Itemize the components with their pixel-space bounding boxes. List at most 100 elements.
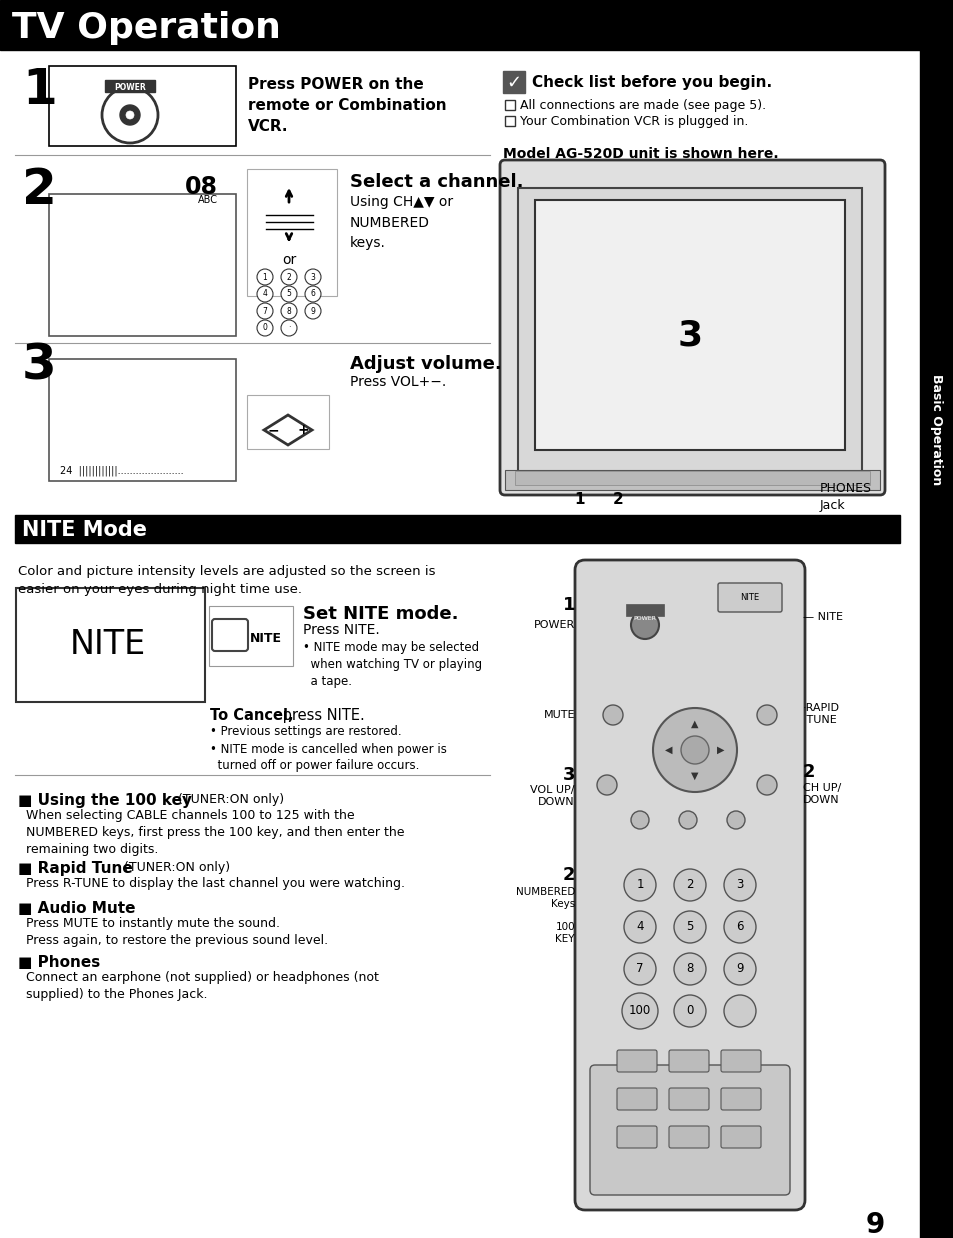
Text: PHONES
Jack: PHONES Jack [820, 483, 871, 511]
FancyBboxPatch shape [617, 1127, 657, 1148]
Circle shape [621, 993, 658, 1029]
FancyBboxPatch shape [720, 1050, 760, 1072]
Bar [515, 470, 869, 485]
Circle shape [757, 704, 776, 725]
Text: Check list before you begin.: Check list before you begin. [532, 76, 771, 90]
Text: Connect an earphone (not supplied) or headphones (not
supplied) to the Phones Ja: Connect an earphone (not supplied) or he… [26, 971, 378, 1002]
Bar [502, 71, 524, 93]
Text: or: or [281, 253, 295, 267]
FancyBboxPatch shape [499, 160, 884, 495]
Bar [15, 515, 899, 543]
Text: Basic Operation: Basic Operation [929, 374, 943, 485]
Text: 7: 7 [262, 307, 267, 316]
Circle shape [680, 737, 708, 764]
Text: 1: 1 [562, 595, 575, 614]
Text: TV Operation: TV Operation [12, 11, 280, 45]
Text: ■ Rapid Tune: ■ Rapid Tune [18, 860, 132, 877]
Text: 7: 7 [636, 962, 643, 976]
Circle shape [602, 704, 622, 725]
Text: 9: 9 [864, 1211, 883, 1238]
Circle shape [673, 869, 705, 901]
FancyBboxPatch shape [668, 1127, 708, 1148]
Text: 8: 8 [685, 962, 693, 976]
FancyBboxPatch shape [617, 1088, 657, 1110]
Text: press NITE.: press NITE. [277, 708, 364, 723]
Circle shape [305, 286, 320, 302]
Circle shape [256, 303, 273, 319]
Text: Keys: Keys [550, 899, 575, 909]
Circle shape [281, 303, 296, 319]
Text: TUNE: TUNE [802, 716, 836, 725]
Circle shape [679, 811, 697, 829]
Circle shape [102, 87, 158, 144]
Text: 08: 08 [185, 175, 218, 199]
Bar [105, 80, 154, 92]
Text: Using CH▲▼ or
NUMBERED
keys.: Using CH▲▼ or NUMBERED keys. [350, 196, 453, 250]
Text: 100: 100 [628, 1004, 651, 1018]
Text: DOWN: DOWN [537, 797, 575, 807]
Text: Select a channel.: Select a channel. [350, 173, 523, 191]
Text: KEY: KEY [555, 933, 575, 945]
Circle shape [623, 911, 656, 943]
FancyBboxPatch shape [49, 359, 235, 482]
Bar [504, 470, 879, 490]
FancyBboxPatch shape [212, 619, 248, 651]
Circle shape [623, 869, 656, 901]
Text: NITE: NITE [740, 593, 759, 603]
Text: Press NITE.: Press NITE. [303, 623, 379, 638]
Text: 24  ||||||||||||......................: 24 ||||||||||||...................... [60, 465, 183, 475]
Bar [535, 201, 844, 449]
Text: 5: 5 [685, 921, 693, 933]
Circle shape [673, 911, 705, 943]
Text: NITE: NITE [70, 629, 146, 661]
Circle shape [126, 111, 133, 119]
Circle shape [305, 303, 320, 319]
Text: POWER: POWER [633, 617, 656, 621]
Text: 2: 2 [286, 272, 291, 281]
Text: Press POWER on the
remote or Combination
VCR.: Press POWER on the remote or Combination… [248, 77, 446, 134]
Text: 0: 0 [685, 1004, 693, 1018]
Text: To Cancel,: To Cancel, [210, 708, 294, 723]
Circle shape [256, 319, 273, 335]
FancyBboxPatch shape [668, 1088, 708, 1110]
Text: +: + [297, 423, 309, 437]
Text: 1: 1 [262, 272, 267, 281]
Text: 2: 2 [562, 867, 575, 884]
Text: When selecting CABLE channels 100 to 125 with the
NUMBERED keys, first press the: When selecting CABLE channels 100 to 125… [26, 808, 404, 855]
Bar [0, 0, 953, 50]
Bar [919, 50, 953, 1238]
Text: ▶: ▶ [717, 745, 724, 755]
Text: • Previous settings are restored.: • Previous settings are restored. [210, 725, 401, 738]
Text: 5: 5 [286, 290, 291, 298]
FancyBboxPatch shape [209, 605, 293, 666]
Text: 2: 2 [685, 879, 693, 891]
Circle shape [723, 953, 755, 985]
Text: 8: 8 [286, 307, 291, 316]
Text: 3: 3 [311, 272, 315, 281]
Text: 2: 2 [802, 763, 815, 781]
Text: POWER: POWER [533, 620, 575, 630]
Text: (TUNER:ON only): (TUNER:ON only) [120, 860, 230, 874]
FancyBboxPatch shape [625, 604, 663, 617]
Text: 4: 4 [262, 290, 267, 298]
Circle shape [726, 811, 744, 829]
Circle shape [652, 708, 737, 792]
Text: 4: 4 [636, 921, 643, 933]
Text: ■ Phones: ■ Phones [18, 954, 100, 971]
Text: Press R-TUNE to display the last channel you were watching.: Press R-TUNE to display the last channel… [26, 877, 405, 890]
Text: DOWN: DOWN [802, 795, 839, 805]
FancyBboxPatch shape [668, 1050, 708, 1072]
Text: ✓: ✓ [506, 74, 521, 92]
Circle shape [673, 953, 705, 985]
Circle shape [630, 811, 648, 829]
Circle shape [623, 953, 656, 985]
Text: ▼: ▼ [691, 771, 698, 781]
FancyBboxPatch shape [617, 1050, 657, 1072]
Text: 2: 2 [612, 493, 622, 508]
Text: 3: 3 [562, 766, 575, 784]
Text: ·RAPID: ·RAPID [802, 703, 840, 713]
Text: ABC: ABC [198, 196, 218, 206]
FancyBboxPatch shape [247, 395, 329, 449]
Text: 3: 3 [22, 340, 56, 389]
Text: −: − [267, 423, 278, 437]
